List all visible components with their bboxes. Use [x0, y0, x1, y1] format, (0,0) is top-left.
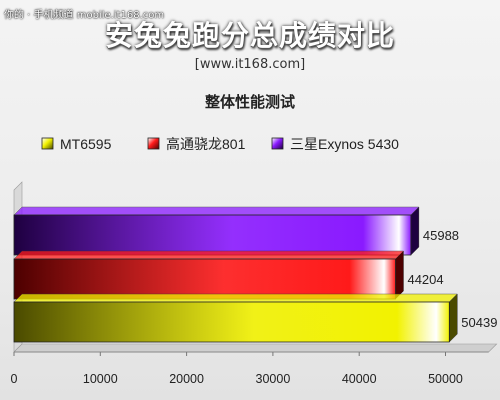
chart-subtitle: 整体性能测试 — [204, 93, 295, 111]
legend-swatch-mt6595 — [41, 137, 54, 150]
value-label-exynos-5430: 45988 — [423, 228, 459, 243]
bar-end-801 — [395, 250, 404, 300]
bar-top-exynos-5430 — [13, 206, 420, 216]
bar-front-exynos-5430 — [13, 214, 412, 256]
bar-front-801 — [13, 258, 396, 300]
axis-floor — [13, 343, 498, 353]
legend-swatch-exynos-5430 — [271, 137, 284, 150]
bar-exynos-5430: 45988 — [13, 206, 459, 256]
x-tick-label-40000: 40000 — [342, 372, 377, 386]
value-label-801: 44204 — [407, 272, 443, 287]
legend-label-exynos-5430: 三星Exynos 5430 — [290, 136, 399, 152]
bar-mt6595: 50439 — [13, 293, 497, 343]
bar-end-mt6595 — [449, 293, 458, 343]
x-tick-label-0: 0 — [11, 372, 18, 386]
x-tick-label-10000: 10000 — [83, 372, 118, 386]
x-tick-label-30000: 30000 — [256, 372, 291, 386]
site-url: [www.it168.com] — [194, 57, 306, 72]
bar-end-exynos-5430 — [410, 206, 420, 256]
legend-item-mt6595: MT6595 — [41, 136, 112, 152]
bar-front-mt6595 — [13, 301, 450, 343]
bar-top-801 — [13, 250, 405, 260]
legend-swatch-801 — [147, 137, 160, 150]
watermark-text: 你的 · 手机频道 mobile.it168.com — [4, 10, 165, 21]
legend-item-801: 高通骁龙801 — [147, 136, 246, 152]
x-tick-label-50000: 50000 — [428, 372, 463, 386]
bar-801: 44204 — [13, 250, 444, 300]
bar-top-mt6595 — [13, 293, 458, 303]
x-tick-label-20000: 20000 — [169, 372, 204, 386]
legend: MT6595 高通骁龙801 三星Exynos 5430 — [41, 136, 399, 152]
value-label-mt6595: 50439 — [461, 315, 497, 330]
chart-title: 安兔兔跑分总成绩对比 — [104, 19, 395, 52]
legend-label-801: 高通骁龙801 — [166, 136, 246, 152]
legend-label-mt6595: MT6595 — [60, 136, 112, 152]
plot-area: 0 10000 20000 30000 40000 50000 45988 44204 5043… — [11, 181, 498, 386]
legend-item-exynos-5430: 三星Exynos 5430 — [271, 136, 399, 152]
